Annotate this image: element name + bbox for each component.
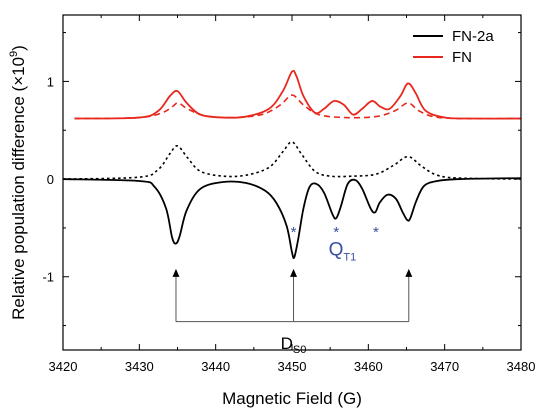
y-tick-label: -1 — [42, 270, 54, 285]
transition-arrow-head — [172, 268, 180, 277]
q-t1-label-sub: T1 — [343, 251, 356, 263]
series-line-fn-dashed — [74, 94, 522, 120]
d-s0-label: DS0 — [281, 334, 307, 356]
x-tick-label: 3480 — [507, 359, 536, 374]
x-axis-label: Magnetic Field (G) — [222, 389, 362, 408]
y-tick-label: 1 — [47, 74, 54, 89]
series-layer — [62, 69, 522, 259]
y-axis-label-tail: ) — [9, 45, 28, 51]
q-t1-label: QT1 — [329, 239, 357, 263]
x-tick-label: 3430 — [125, 359, 154, 374]
x-tick-label: 3470 — [430, 359, 459, 374]
y-axis-label-main: Relative population difference (×10 — [9, 57, 28, 320]
y-axis-label-sup: 9 — [8, 51, 20, 57]
transition-arrow-head — [290, 268, 298, 277]
peak-asterisk: * — [373, 224, 379, 241]
transition-arrow-head — [405, 268, 413, 277]
x-tick-label: 3460 — [354, 359, 383, 374]
q-t1-label-main: Q — [329, 239, 344, 260]
peak-asterisk: * — [333, 224, 339, 241]
series-line-fn-2a-solid — [62, 177, 522, 259]
series-line-fn-solid — [74, 69, 522, 120]
legend: FN-2a FN — [413, 28, 494, 66]
series-line-fn-2a-dotted — [62, 141, 522, 180]
legend-label: FN-2a — [452, 28, 494, 45]
x-tick-label: 3440 — [201, 359, 230, 374]
y-axis-label: Relative population difference (×109) — [8, 45, 28, 320]
tick-layer: 3420 3430 3440 3450 3460 3470 3480 -1 0 1 — [42, 15, 535, 374]
x-tick-label: 3420 — [49, 359, 78, 374]
legend-label: FN — [452, 49, 472, 66]
x-tick-label: 3450 — [278, 359, 307, 374]
d-s0-label-main: D — [281, 334, 293, 353]
y-tick-label: 0 — [47, 172, 54, 187]
peak-asterisk: * — [291, 224, 297, 241]
